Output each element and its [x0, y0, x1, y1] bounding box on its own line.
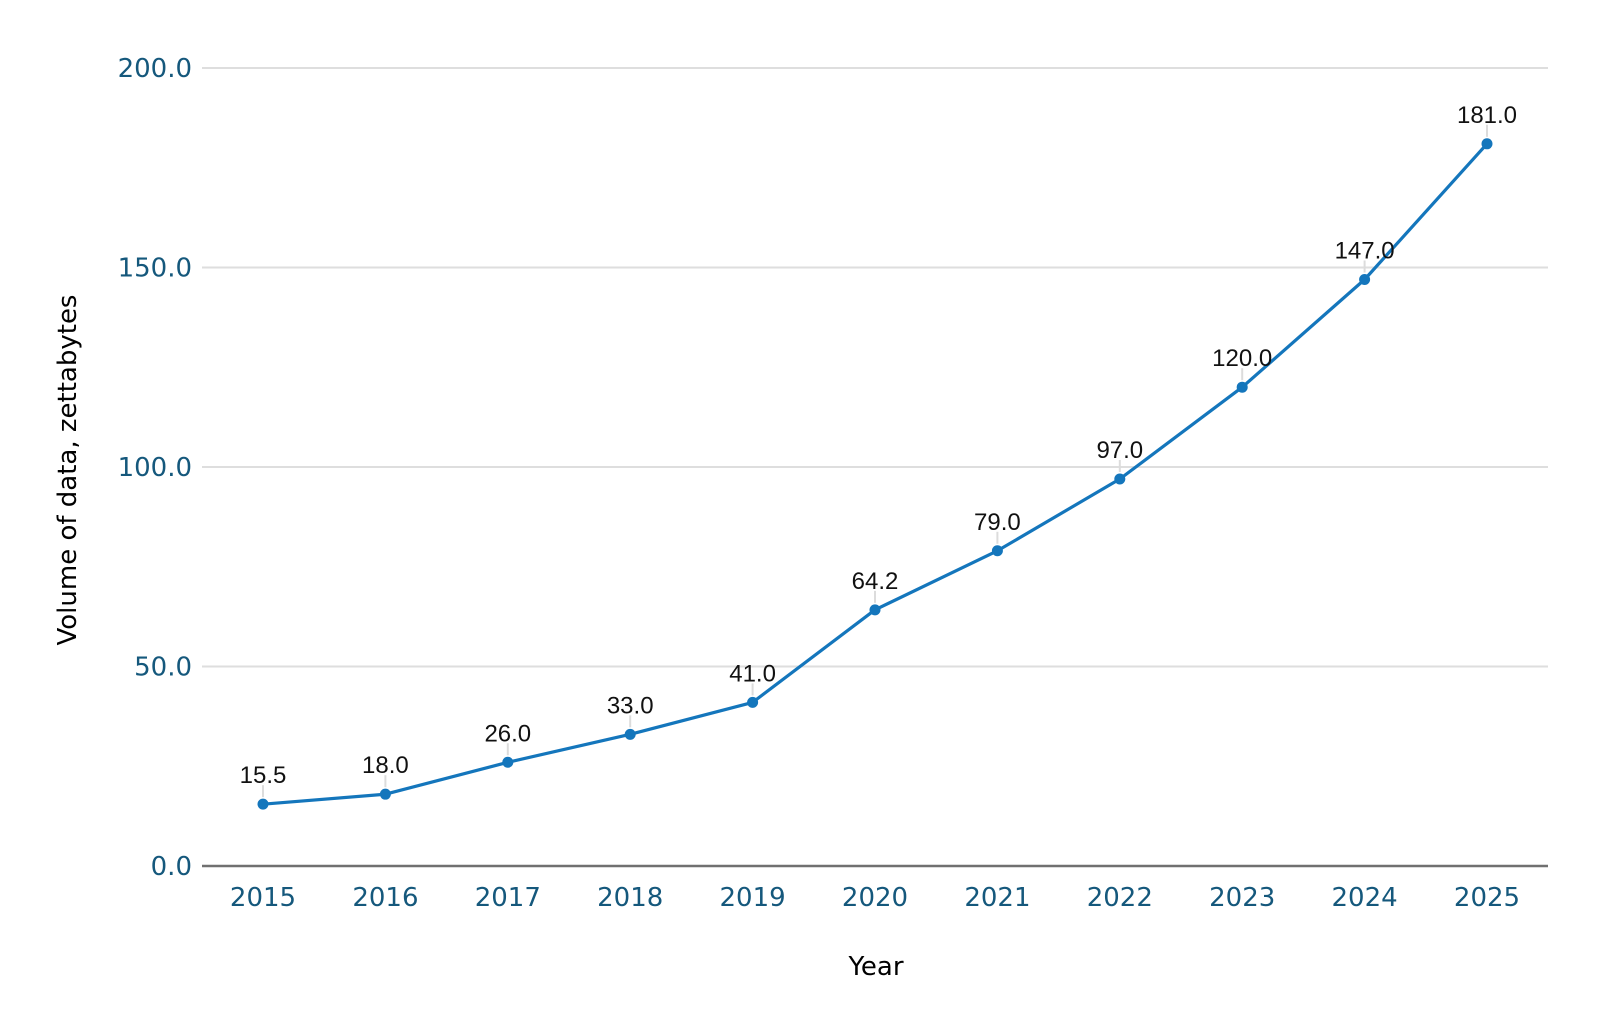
y-tick-label: 200.0 [118, 54, 192, 84]
data-point[interactable] [1359, 273, 1371, 285]
x-tick-label: 2025 [1454, 883, 1520, 913]
data-point[interactable] [1114, 473, 1126, 485]
x-tick-label: 2016 [352, 883, 418, 913]
data-point-label: 79.0 [974, 509, 1021, 536]
x-tick-label: 2023 [1209, 883, 1275, 913]
x-tick-label: 2017 [475, 883, 541, 913]
y-tick-label: 100.0 [118, 453, 192, 483]
data-point-label: 18.0 [362, 752, 409, 779]
data-point[interactable] [869, 604, 881, 616]
x-tick-label: 2022 [1087, 883, 1153, 913]
data-point[interactable] [624, 728, 636, 740]
x-tick-label: 2020 [842, 883, 908, 913]
data-point[interactable] [747, 696, 759, 708]
data-point[interactable] [1236, 381, 1248, 393]
data-point[interactable] [379, 788, 391, 800]
y-tick-label: 150.0 [118, 254, 192, 284]
data-point-label: 181.0 [1457, 102, 1517, 129]
x-tick-label: 2019 [720, 883, 786, 913]
data-series-line [261, 142, 1489, 806]
y-axis-title: Volume of data, zettabytes [53, 294, 83, 646]
data-point-label: 97.0 [1096, 437, 1143, 464]
x-tick-label: 2024 [1332, 883, 1398, 913]
y-tick-label: 50.0 [134, 653, 192, 683]
data-point-label: 33.0 [607, 692, 654, 719]
data-point[interactable] [257, 798, 269, 810]
data-point-label: 41.0 [729, 660, 776, 687]
x-tick-label: 2015 [230, 883, 296, 913]
data-point[interactable] [1481, 138, 1493, 150]
data-point-label: 120.0 [1212, 345, 1272, 372]
x-tick-label: 2021 [964, 883, 1030, 913]
data-point-label: 26.0 [484, 720, 531, 747]
data-point[interactable] [502, 756, 514, 768]
x-tick-label: 2018 [597, 883, 663, 913]
data-point-label: 147.0 [1335, 237, 1395, 264]
data-point-label: 15.5 [240, 762, 287, 789]
data-point-label: 64.2 [852, 568, 899, 595]
y-tick-label: 0.0 [151, 852, 192, 882]
x-axis-title: Year [848, 952, 904, 982]
data-point[interactable] [991, 545, 1003, 557]
